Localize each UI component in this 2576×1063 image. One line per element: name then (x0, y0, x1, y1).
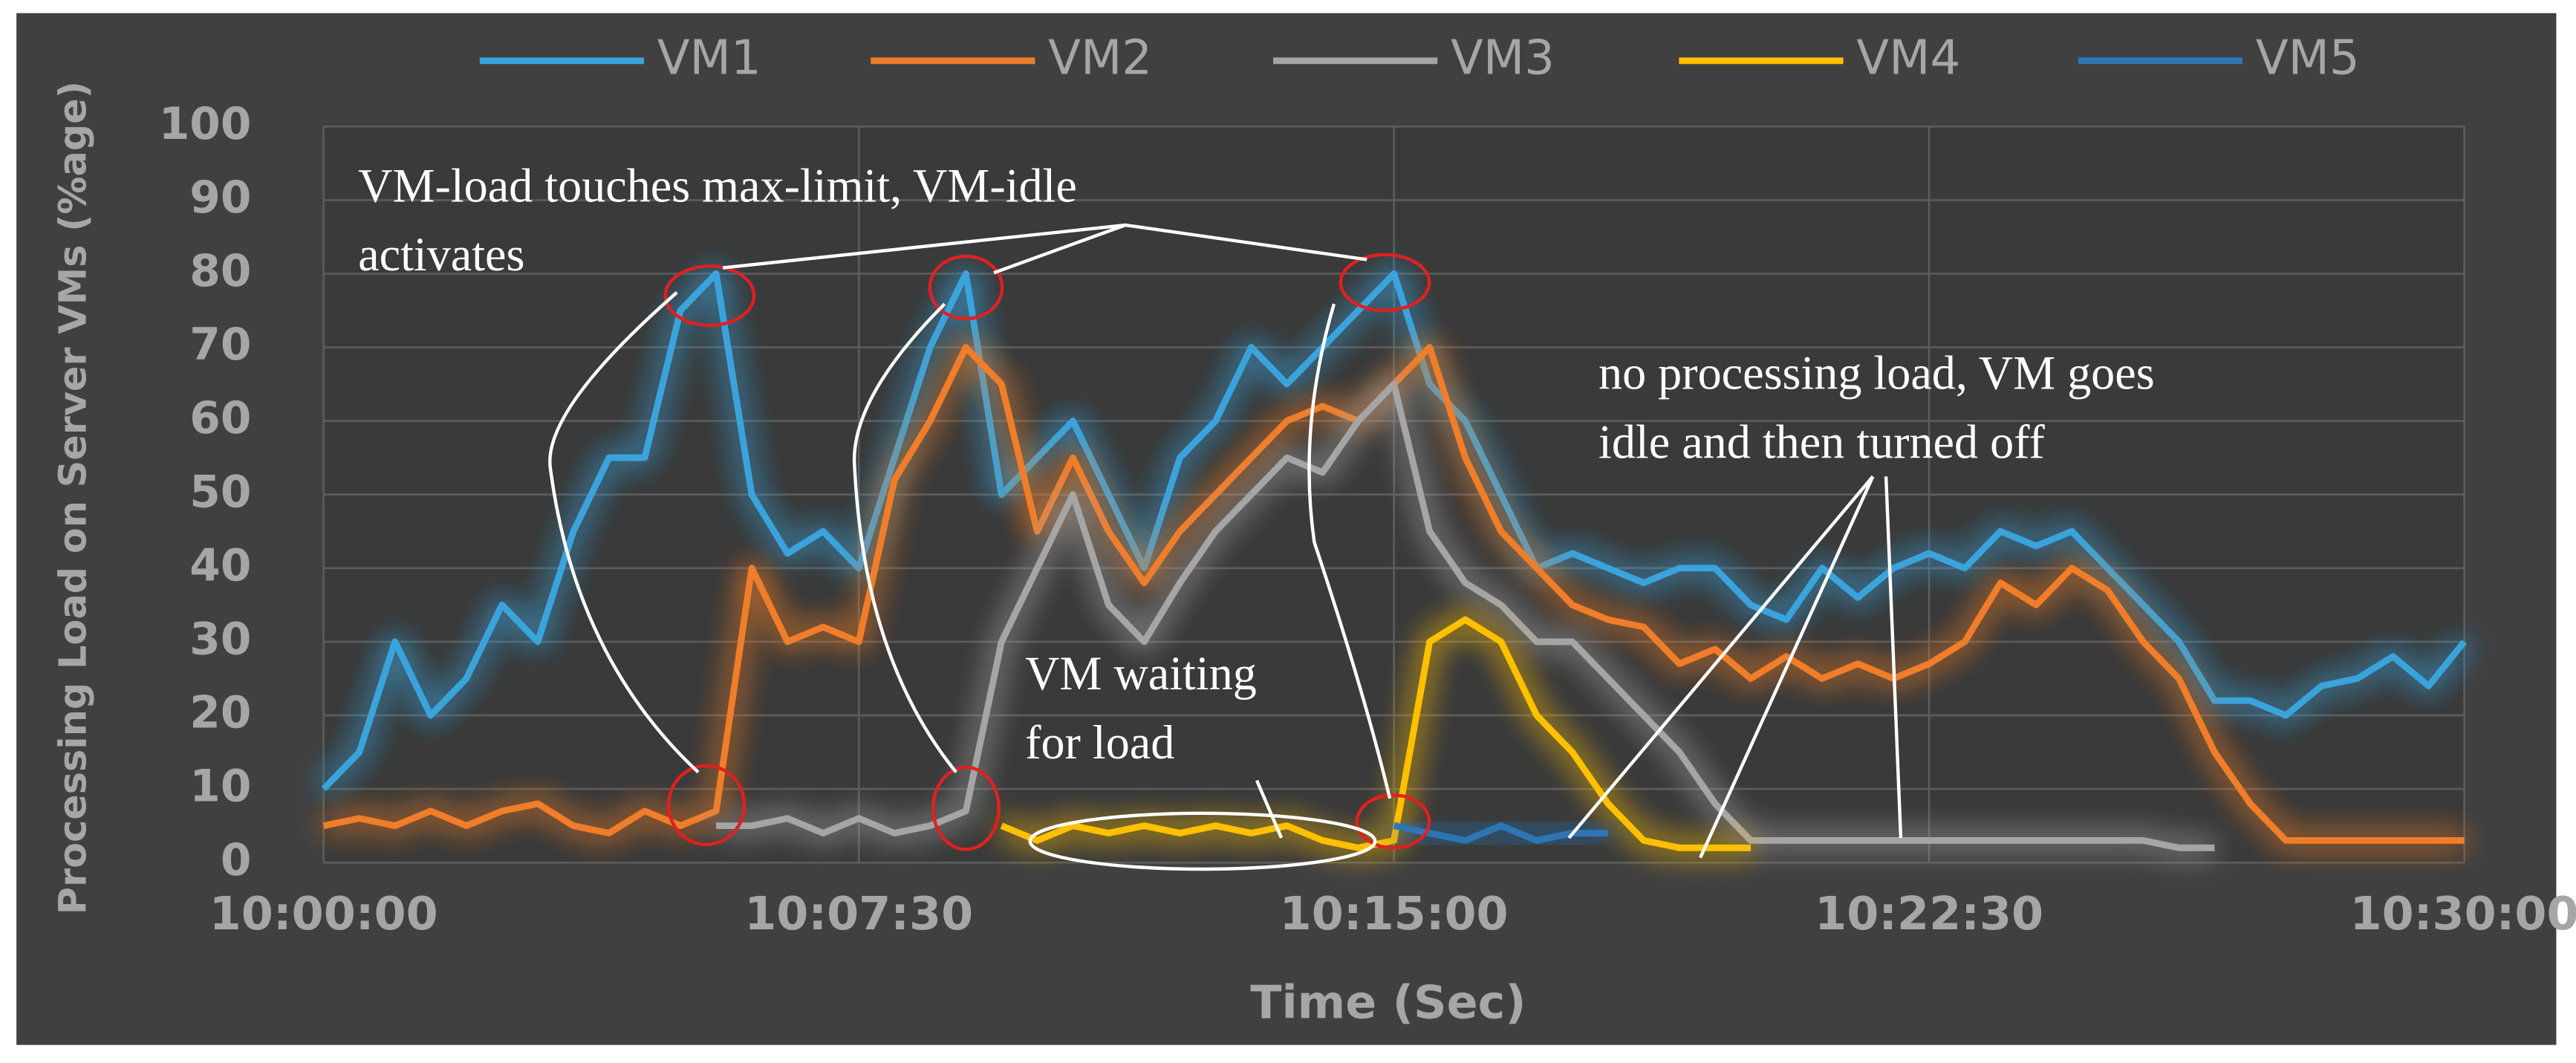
y-tick-label: 50 (189, 467, 251, 518)
y-tick-label: 60 (189, 393, 251, 444)
annotation-text: VM-load touches max-limit, VM-idle activa… (358, 159, 2155, 769)
legend-label: VM2 (1048, 30, 1152, 85)
annotation: VM-load touches max-limit, VM-idle (358, 159, 1077, 212)
legend-label: VM3 (1451, 30, 1555, 85)
y-tick-label: 0 (221, 835, 252, 886)
x-tick-label: 10:30:00 (2350, 887, 2576, 940)
grid: 0 10 20 30 40 50 60 70 80 90 100 10:00:00 10:07:30 10… (159, 99, 2576, 940)
y-tick-label: 80 (189, 246, 251, 297)
y-tick-label: 30 (189, 614, 251, 666)
y-tick-label: 20 (189, 688, 251, 739)
legend-label: VM5 (2256, 30, 2360, 85)
x-tick-label: 10:15:00 (1280, 887, 1509, 940)
annotation: for load (1025, 716, 1174, 769)
x-tick-label: 10:22:30 (1815, 887, 2043, 940)
series-line (716, 380, 2215, 851)
y-tick-label: 100 (159, 99, 252, 150)
legend: VM1 VM2 VM3 VM4 VM5 (479, 30, 2360, 85)
series-line (321, 270, 2468, 792)
legend-label: VM1 (657, 30, 761, 85)
y-tick-label: 70 (189, 319, 251, 371)
legend-label: VM4 (1856, 30, 1960, 85)
annotation: VM waiting (1025, 647, 1257, 700)
x-tick-label: 10:00:00 (209, 887, 438, 940)
y-axis-label: Processing Load on Server VMs (%age) (51, 81, 95, 914)
highlight-circles (663, 253, 1431, 851)
x-tick-label: 10:07:30 (744, 887, 973, 940)
y-tick-label: 40 (189, 540, 251, 591)
annotation: no processing load, VM goes (1598, 346, 2155, 399)
annotation: activates (358, 228, 524, 281)
x-axis-label: Time (Sec) (1250, 976, 1526, 1030)
annotations (548, 223, 1903, 871)
annotation: idle and then turned off (1598, 415, 2045, 468)
y-tick-label: 90 (189, 172, 251, 224)
callout-lines (548, 223, 1903, 871)
y-tick-label: 10 (189, 761, 251, 813)
